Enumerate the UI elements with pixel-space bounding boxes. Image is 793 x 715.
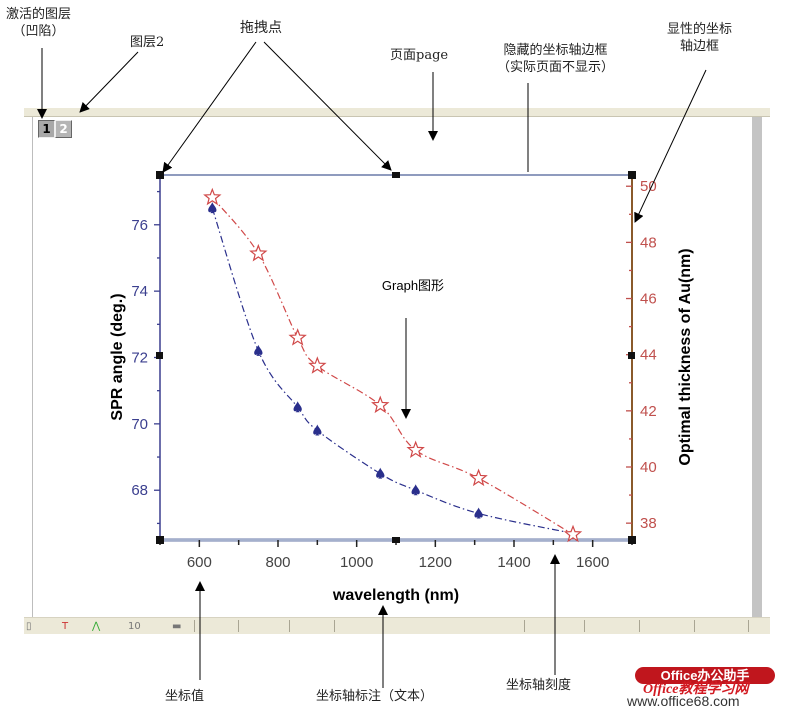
toolbar-separator xyxy=(238,620,239,632)
annotation-hidden-frame: 隐藏的坐标轴边框 （实际页面不显示） xyxy=(497,43,615,75)
star-marker xyxy=(288,328,307,346)
series-line xyxy=(211,207,574,534)
x-tick-label: 600 xyxy=(187,554,212,571)
toolbar-separator xyxy=(194,620,195,632)
star-marker xyxy=(203,187,222,206)
left-y-axis-ticks: 68 70 72 74 76 xyxy=(131,190,160,525)
right-y-tick-label: 42 xyxy=(640,403,657,420)
star-marker xyxy=(308,356,327,374)
bottom-toolbar: ▯ T ⋀ 10 ▬ xyxy=(24,617,770,634)
spade-marker xyxy=(208,202,217,214)
drag-handle[interactable] xyxy=(156,352,163,359)
left-y-tick-label: 74 xyxy=(131,283,148,300)
spade-marker xyxy=(376,467,385,479)
toolbar-icon-num[interactable]: 10 xyxy=(128,621,141,632)
left-y-axis-title[interactable]: SPR angle (deg.) xyxy=(109,293,126,420)
toolbar-icon-bar[interactable]: ▬ xyxy=(172,621,182,632)
drag-handle[interactable] xyxy=(392,172,400,178)
drag-handle[interactable] xyxy=(156,536,164,544)
x-tick-label: 1200 xyxy=(419,554,452,571)
right-y-tick-label: 48 xyxy=(640,234,657,251)
annotation-visible-frame: 显性的坐标 轴边框 xyxy=(667,22,733,54)
star-marker xyxy=(406,440,425,458)
toolbar-separator xyxy=(748,620,749,632)
axis-frame xyxy=(159,174,633,542)
annotation-drag-points: 拖拽点 xyxy=(240,20,282,36)
data-series xyxy=(203,187,583,543)
star-marker xyxy=(371,395,390,414)
x-tick-label: 1600 xyxy=(576,554,609,571)
toolbar-icon-text[interactable]: T xyxy=(62,621,69,632)
toolbar-icon-line[interactable]: ⋀ xyxy=(92,621,101,632)
spade-marker xyxy=(254,344,263,356)
watermark-text: Office教程学习网 xyxy=(643,682,749,697)
star-marker xyxy=(563,524,583,543)
annotation-arrows xyxy=(37,41,707,688)
drag-handle[interactable] xyxy=(628,352,635,359)
star-marker xyxy=(249,243,268,262)
left-y-tick-label: 76 xyxy=(131,217,148,234)
right-y-tick-label: 44 xyxy=(640,347,657,364)
right-y-axis-ticks: 38 40 42 44 46 48 50 xyxy=(626,178,657,532)
toolbar-separator xyxy=(639,620,640,632)
layer-tab-1[interactable]: 1 xyxy=(38,120,55,138)
annotation-axis-ticks: 坐标轴刻度 xyxy=(506,678,572,693)
annotation-page: 页面page xyxy=(390,48,449,63)
left-y-tick-label: 70 xyxy=(131,416,148,433)
x-axis-ticks: 600 800 1000 1200 1400 1600 xyxy=(159,540,633,571)
right-y-tick-label: 50 xyxy=(640,178,657,195)
x-tick-label: 800 xyxy=(265,554,290,571)
watermark-url: www.office68.com xyxy=(627,693,740,709)
toolbar-separator xyxy=(524,620,525,632)
vertical-scrollbar[interactable] xyxy=(752,117,762,617)
annotation-axis-title: 坐标轴标注（文本） xyxy=(316,689,434,704)
toolbar-separator xyxy=(584,620,585,632)
drag-handle[interactable] xyxy=(392,537,400,543)
drag-handle[interactable] xyxy=(156,171,164,179)
spade-marker xyxy=(293,401,302,413)
right-y-tick-label: 38 xyxy=(640,515,657,532)
left-y-tick-label: 68 xyxy=(131,482,148,499)
x-axis-title[interactable]: wavelength (nm) xyxy=(332,587,459,604)
toolbar-icon-a[interactable]: ▯ xyxy=(26,621,32,632)
toolbar-separator xyxy=(694,620,695,632)
right-y-axis-title[interactable]: Optimal thickness of Au(nm) xyxy=(677,248,694,465)
right-y-tick-label: 46 xyxy=(640,291,657,308)
drag-handles[interactable] xyxy=(156,171,636,544)
annotation-layer2: 图层2 xyxy=(130,35,165,50)
annotation-active-layer: 激活的图层 （凹陷） xyxy=(6,7,72,39)
star-marker xyxy=(469,468,488,487)
annotation-graph: Graph图形 xyxy=(382,278,444,293)
left-y-tick-label: 72 xyxy=(131,350,148,367)
toolbar-separator xyxy=(334,620,335,632)
x-tick-label: 1000 xyxy=(340,554,373,571)
drag-handle[interactable] xyxy=(628,536,636,544)
annotation-tick-values: 坐标值 xyxy=(165,689,205,704)
spade-marker xyxy=(313,424,322,436)
top-ruler xyxy=(24,108,770,117)
x-tick-label: 1400 xyxy=(497,554,530,571)
spade-marker xyxy=(474,507,483,519)
right-y-tick-label: 40 xyxy=(640,459,657,476)
watermark-logo: Office办公助手 Office教程学习网 www.office68.com xyxy=(625,664,785,710)
layer-tab-2[interactable]: 2 xyxy=(55,120,72,138)
drag-handle[interactable] xyxy=(628,171,636,179)
spade-marker xyxy=(411,484,420,496)
toolbar-separator xyxy=(289,620,290,632)
series-line xyxy=(211,197,574,535)
watermark-badge: Office办公助手 xyxy=(635,667,775,684)
